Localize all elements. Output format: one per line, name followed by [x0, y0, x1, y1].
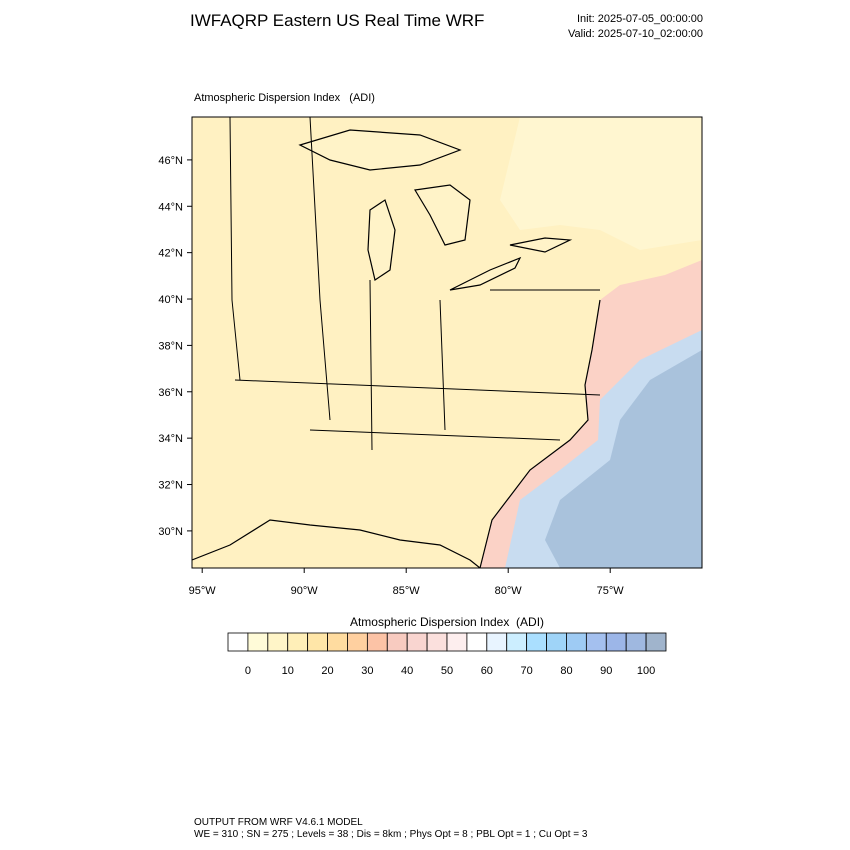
ocean-deep: [545, 350, 702, 568]
colorbar-tick-label: 70: [521, 665, 533, 677]
map: [192, 117, 702, 568]
y-tick-label: 30°N: [158, 526, 183, 538]
x-tick-label: 75°W: [597, 585, 625, 597]
colorbar: 0 10 20 30 40 50 60 70 80 90 100: [227, 632, 667, 677]
lake-michigan: [367, 199, 396, 281]
valid-time: Valid: 2025-07-10_02:00:00: [568, 28, 703, 40]
x-tick-label: 85°W: [393, 585, 421, 597]
lake-ontario: [509, 237, 573, 253]
map-subtitle: Atmospheric Dispersion Index (ADI): [194, 92, 375, 104]
lake-superior: [298, 129, 462, 171]
colorbar-box: [366, 632, 388, 652]
y-tick-label: 44°N: [158, 201, 183, 213]
colorbar-box: [426, 632, 448, 652]
colorbar-box: [307, 632, 328, 652]
canada: [500, 117, 702, 250]
colorbar-box: [267, 632, 289, 652]
y-tick-label: 36°N: [158, 387, 183, 399]
colorbar-tick-label: 90: [600, 665, 612, 677]
colorbar-box: [386, 632, 408, 652]
lake-huron: [414, 184, 471, 246]
title: IWFAQRP Eastern US Real Time WRF: [190, 11, 484, 30]
map-frame: [191, 116, 703, 569]
atlantic-coast: [479, 299, 601, 568]
footer-line: OUTPUT FROM WRF V4.6.1 MODEL: [194, 817, 363, 828]
colorbar-tick-label: 60: [481, 665, 493, 677]
x-tick-label: 95°W: [189, 585, 217, 597]
colorbar-box: [406, 632, 428, 652]
colorbar-box: [625, 632, 647, 652]
colorbar-box: [287, 632, 309, 652]
lake-erie: [449, 256, 522, 291]
colorbar-box: [327, 632, 348, 652]
colorbar-box: [546, 632, 567, 652]
colorbar-tick-label: 0: [245, 665, 251, 677]
colorbar-box: [227, 632, 249, 652]
colorbar-box: [526, 632, 547, 652]
colorbar-box: [605, 632, 627, 652]
colorbar-title: Atmospheric Dispersion Index (ADI): [350, 615, 544, 629]
y-tick-label: 40°N: [158, 294, 183, 306]
colorbar-tick-label: 80: [560, 665, 572, 677]
colorbar-box: [506, 632, 528, 652]
axes: 95°W 90°W 85°W 80°W 75°W 30°N 32°N 34°N 36°N 38°N…: [158, 155, 624, 597]
x-tick-label: 80°W: [495, 585, 523, 597]
state-borders: [229, 117, 601, 451]
y-tick-label: 38°N: [158, 340, 183, 352]
colorbar-tick-label: 20: [321, 665, 333, 677]
footer-line: WE = 310 ; SN = 275 ; Levels = 38 ; Dis …: [194, 829, 588, 840]
colorbar-box: [247, 632, 269, 652]
colorbar-box: [585, 632, 607, 652]
y-tick-label: 42°N: [158, 248, 183, 260]
colorbar-box: [566, 632, 587, 652]
colorbar-tick-label: 50: [441, 665, 453, 677]
gulf-coast: [192, 519, 481, 568]
y-tick-label: 34°N: [158, 433, 183, 445]
colorbar-tick-label: 40: [401, 665, 413, 677]
colorbar-tick-label: 10: [282, 665, 294, 677]
colorbar-tick-label: 30: [361, 665, 373, 677]
colorbar-tick-label: 100: [637, 665, 655, 677]
colorbar-box: [466, 632, 488, 652]
colorbar-box: [645, 632, 667, 652]
colorbar-box: [347, 632, 368, 652]
x-tick-label: 90°W: [291, 585, 319, 597]
y-tick-label: 46°N: [158, 155, 183, 167]
colorbar-box: [446, 632, 468, 652]
init-time: Init: 2025-07-05_00:00:00: [577, 13, 703, 25]
colorbar-box: [486, 632, 508, 652]
y-tick-label: 32°N: [158, 480, 183, 492]
